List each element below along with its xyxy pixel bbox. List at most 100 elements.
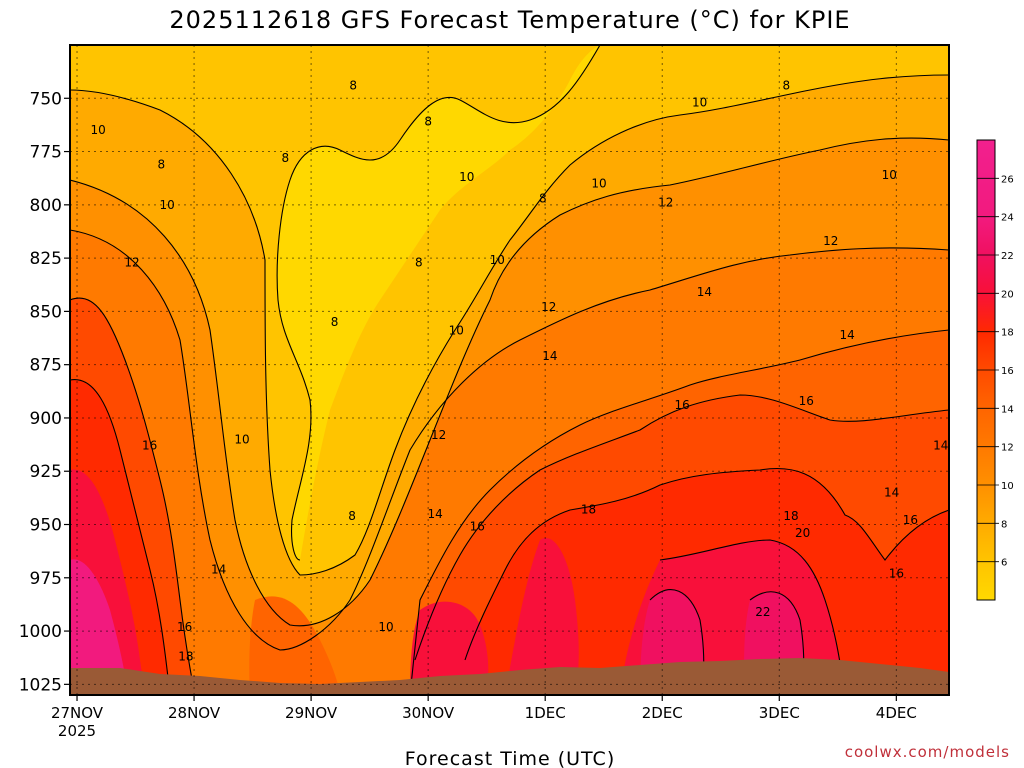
contour-label: 10 (591, 177, 606, 191)
colorbar-tick-label: 6 (1001, 558, 1007, 569)
contour-label: 16 (799, 394, 814, 408)
contour-label: 10 (90, 123, 105, 137)
contour-label: 16 (674, 398, 689, 412)
contour-label: 8 (157, 157, 165, 171)
colorbar: 6 8 10 12 14 16 18 20 22 24 26 (976, 139, 1014, 601)
contour-label: 10 (459, 170, 474, 184)
contour-label: 14 (884, 486, 899, 500)
contour-label: 18 (178, 650, 193, 664)
colorbar-ticks: 6 8 10 12 14 16 18 20 22 24 26 (977, 174, 1014, 569)
contour-6 (140, 45, 601, 561)
credit-link[interactable]: coolwx.com/models (845, 743, 1010, 761)
region-20-22-b (505, 538, 579, 695)
colorbar-tick-label: 18 (1001, 328, 1014, 339)
y-tick-label: 950 (30, 516, 62, 536)
contour-label: 16 (177, 620, 192, 634)
contour-label: 22 (755, 605, 770, 619)
y-tick-label: 875 (30, 356, 62, 376)
colorbar-tick-label: 22 (1001, 251, 1014, 262)
x-tick-label: 30NOV (402, 704, 455, 722)
plot-frame (69, 44, 950, 696)
colorbar-tick-label: 8 (1001, 519, 1007, 530)
colorbar-tick-label: 20 (1001, 289, 1014, 300)
contour-20 (659, 539, 846, 695)
colorbar-tick-label: 24 (1001, 213, 1014, 224)
contour-label: 10 (234, 432, 249, 446)
contour-8 (70, 74, 949, 576)
y-tick-label: 800 (30, 196, 62, 216)
contour-label: 14 (697, 285, 712, 299)
contour-label: 10 (692, 96, 707, 110)
x-tick-label: 27NOV (51, 704, 104, 722)
contour-label: 10 (160, 198, 175, 212)
contour-left-18 (70, 379, 171, 695)
x-tick-label: 1DEC (525, 704, 566, 722)
contour-left-16 (70, 297, 196, 695)
colorbar-tick-label: 10 (1001, 481, 1014, 492)
x-tick-label: 2DEC (642, 704, 683, 722)
contour-lines (70, 45, 949, 695)
contour-label: 8 (415, 255, 423, 269)
x-tick-label: 4DEC (876, 704, 917, 722)
x-tick-label: 3DEC (759, 704, 800, 722)
region-6-8 (70, 45, 949, 575)
contour-label: 10 (882, 168, 897, 182)
contour-label: 8 (782, 78, 790, 92)
plot-area: 10 8 10 12 8 8 8 10 8 8 10 8 10 10 8 10 12 12 14 12 10 14 14 16… (70, 45, 949, 695)
contour-label: 12 (124, 255, 139, 269)
contour-label: 16 (889, 567, 904, 581)
contour-label: 12 (431, 428, 446, 442)
region-left-22-plus (70, 559, 128, 695)
contour-label: 10 (378, 620, 393, 634)
region-below-8 (140, 45, 600, 560)
contour-label: 10 (490, 253, 505, 267)
region-20-22-c (410, 601, 489, 695)
contour-label: 12 (541, 300, 556, 314)
contour-label: 14 (840, 328, 855, 342)
terrain (70, 658, 949, 695)
contour-label: 8 (349, 78, 357, 92)
contour-14 (409, 329, 949, 695)
contour-label: 8 (331, 315, 339, 329)
contour-18 (464, 467, 949, 661)
y-tick-label: 975 (30, 569, 62, 589)
x-axis-label: Forecast Time (UTC) (405, 748, 615, 768)
contour-label: 8 (282, 151, 290, 165)
y-tick-label: 1000 (19, 622, 62, 642)
colorbar-tick-label: 14 (1001, 404, 1014, 415)
contour-label: 10 (449, 324, 464, 338)
contour-label: 14 (542, 349, 557, 363)
contour-label: 20 (795, 526, 810, 540)
colorbar-tick-label: 12 (1001, 443, 1014, 454)
contour-label: 16 (903, 513, 918, 527)
contour-labels: 10 8 10 12 8 8 8 10 8 8 10 8 10 10 8 10 12 12 14 12 10 14 14 16… (90, 78, 948, 663)
contour-label: 18 (581, 503, 596, 517)
x-tick-label: 28NOV (168, 704, 221, 722)
y-tick-label: 825 (30, 249, 62, 269)
contour-label: 16 (142, 439, 157, 453)
contour-label: 12 (658, 196, 673, 210)
contour-label: 12 (823, 234, 838, 248)
region-mid-low (249, 596, 340, 695)
contour-label: 16 (470, 520, 485, 534)
contour-label: 14 (428, 507, 443, 521)
y-tick-label: 850 (30, 302, 62, 322)
contour-label: 8 (348, 509, 356, 523)
y-tick-label: 775 (30, 143, 62, 163)
gridlines (70, 45, 949, 695)
x-tick-label: 29NOV (285, 704, 338, 722)
contour-16 (414, 394, 949, 661)
contour-label: 18 (783, 509, 798, 523)
chart-title: 2025112618 GFS Forecast Temperature (°C)… (169, 6, 850, 34)
colorbar-tick-label: 16 (1001, 366, 1014, 377)
contour-12 (70, 229, 949, 651)
y-tick-label: 750 (30, 89, 62, 109)
contour-label: 14 (933, 439, 948, 453)
colorbar-tick-label: 26 (1001, 174, 1014, 185)
contour-label: 8 (424, 115, 432, 129)
x-tick-year: 2025 (58, 722, 96, 740)
y-tick-label: 900 (30, 409, 62, 429)
contour-label: 14 (211, 562, 226, 576)
